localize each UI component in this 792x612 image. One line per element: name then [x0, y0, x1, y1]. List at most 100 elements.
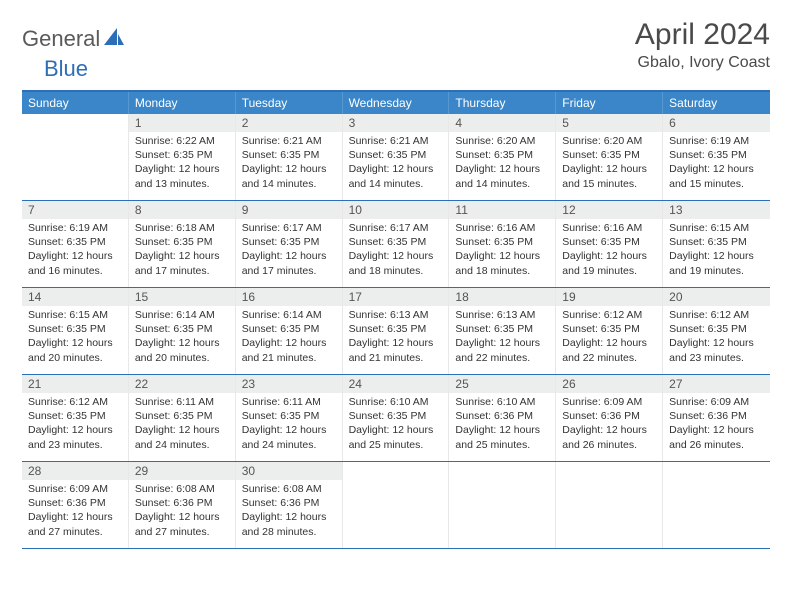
sunset-line: Sunset: 6:35 PM [242, 322, 336, 336]
week-row: 28Sunrise: 6:09 AMSunset: 6:36 PMDayligh… [22, 462, 770, 549]
daylight-line: Daylight: 12 hours and 24 minutes. [135, 423, 229, 451]
sunset-line: Sunset: 6:35 PM [562, 235, 656, 249]
dow-header: Sunday [22, 92, 129, 114]
brand-logo: General [22, 18, 126, 52]
daylight-line: Daylight: 12 hours and 21 minutes. [242, 336, 336, 364]
sunset-line: Sunset: 6:35 PM [669, 148, 764, 162]
title-block: April 2024 Gbalo, Ivory Coast [635, 18, 770, 72]
sunset-line: Sunset: 6:36 PM [242, 496, 336, 510]
sunrise-line: Sunrise: 6:12 AM [669, 308, 764, 322]
day-cell: 7Sunrise: 6:19 AMSunset: 6:35 PMDaylight… [22, 201, 129, 287]
sunset-line: Sunset: 6:35 PM [455, 148, 549, 162]
week-row: 14Sunrise: 6:15 AMSunset: 6:35 PMDayligh… [22, 288, 770, 375]
sunset-line: Sunset: 6:35 PM [669, 322, 764, 336]
dow-header: Monday [129, 92, 236, 114]
day-number: 24 [343, 375, 449, 393]
day-cell: 20 Sunrise: 6:12 AMSunset: 6:35 PMDayligh… [663, 288, 770, 374]
day-cell: 6Sunrise: 6:19 AMSunset: 6:35 PMDaylight… [663, 114, 770, 200]
daylight-line: Daylight: 12 hours and 26 minutes. [669, 423, 764, 451]
day-cell: 28Sunrise: 6:09 AMSunset: 6:36 PMDayligh… [22, 462, 129, 548]
sunset-line: Sunset: 6:35 PM [455, 322, 549, 336]
day-number: 16 [236, 288, 342, 306]
day-data: Sunrise: 6:16 AMSunset: 6:35 PMDaylight:… [449, 219, 555, 282]
day-cell: 21Sunrise: 6:12 AMSunset: 6:35 PMDayligh… [22, 375, 129, 461]
day-data: Sunrise: 6:22 AMSunset: 6:35 PMDaylight:… [129, 132, 235, 195]
day-number: 8 [129, 201, 235, 219]
brand-part2-wrap: Blue [44, 56, 104, 82]
day-cell: 30Sunrise: 6:08 AMSunset: 6:36 PMDayligh… [236, 462, 343, 548]
daylight-line: Daylight: 12 hours and 24 minutes. [242, 423, 336, 451]
brand-part2: Blue [44, 56, 88, 81]
sunset-line: Sunset: 6:35 PM [562, 322, 656, 336]
sunrise-line: Sunrise: 6:14 AM [242, 308, 336, 322]
dow-header: Wednesday [343, 92, 450, 114]
sunrise-line: Sunrise: 6:20 AM [455, 134, 549, 148]
sunrise-line: Sunrise: 6:17 AM [242, 221, 336, 235]
day-number: 17 [343, 288, 449, 306]
day-number: 23 [236, 375, 342, 393]
sunrise-line: Sunrise: 6:10 AM [455, 395, 549, 409]
daylight-line: Daylight: 12 hours and 23 minutes. [28, 423, 122, 451]
day-data: Sunrise: 6:20 AMSunset: 6:35 PMDaylight:… [556, 132, 662, 195]
day-data: Sunrise: 6:21 AMSunset: 6:35 PMDaylight:… [236, 132, 342, 195]
day-number: 21 [22, 375, 128, 393]
day-cell [22, 114, 129, 200]
day-cell [343, 462, 450, 548]
week-row: 1Sunrise: 6:22 AMSunset: 6:35 PMDaylight… [22, 114, 770, 201]
day-data: Sunrise: 6:12 AMSunset: 6:35 PMDaylight:… [22, 393, 128, 456]
daylight-line: Daylight: 12 hours and 15 minutes. [562, 162, 656, 190]
day-number: 29 [129, 462, 235, 480]
day-number: 15 [129, 288, 235, 306]
sunrise-line: Sunrise: 6:11 AM [135, 395, 229, 409]
daylight-line: Daylight: 12 hours and 27 minutes. [28, 510, 122, 538]
dow-header: Tuesday [236, 92, 343, 114]
day-cell: 23Sunrise: 6:11 AMSunset: 6:35 PMDayligh… [236, 375, 343, 461]
location: Gbalo, Ivory Coast [635, 54, 770, 72]
day-data: Sunrise: 6:14 AMSunset: 6:35 PMDaylight:… [129, 306, 235, 369]
sunrise-line: Sunrise: 6:15 AM [669, 221, 764, 235]
day-data: Sunrise: 6:12 AMSunset: 6:35 PMDaylight:… [556, 306, 662, 369]
day-number [449, 462, 555, 480]
sunrise-line: Sunrise: 6:18 AM [135, 221, 229, 235]
header: General April 2024 Gbalo, Ivory Coast [22, 18, 770, 72]
day-cell: 16Sunrise: 6:14 AMSunset: 6:35 PMDayligh… [236, 288, 343, 374]
sunset-line: Sunset: 6:35 PM [28, 409, 122, 423]
daylight-line: Daylight: 12 hours and 26 minutes. [562, 423, 656, 451]
day-cell: 27Sunrise: 6:09 AMSunset: 6:36 PMDayligh… [663, 375, 770, 461]
day-cell: 11Sunrise: 6:16 AMSunset: 6:35 PMDayligh… [449, 201, 556, 287]
daylight-line: Daylight: 12 hours and 19 minutes. [562, 249, 656, 277]
day-cell: 5Sunrise: 6:20 AMSunset: 6:35 PMDaylight… [556, 114, 663, 200]
sunset-line: Sunset: 6:35 PM [135, 409, 229, 423]
sunrise-line: Sunrise: 6:08 AM [242, 482, 336, 496]
weeks-container: 1Sunrise: 6:22 AMSunset: 6:35 PMDaylight… [22, 114, 770, 549]
sunrise-line: Sunrise: 6:20 AM [562, 134, 656, 148]
sunset-line: Sunset: 6:35 PM [669, 235, 764, 249]
daylight-line: Daylight: 12 hours and 17 minutes. [242, 249, 336, 277]
daylight-line: Daylight: 12 hours and 23 minutes. [669, 336, 764, 364]
day-number: 22 [129, 375, 235, 393]
day-number: 9 [236, 201, 342, 219]
day-cell: 2Sunrise: 6:21 AMSunset: 6:35 PMDaylight… [236, 114, 343, 200]
dow-header: Friday [556, 92, 663, 114]
day-number: 6 [663, 114, 770, 132]
day-number: 14 [22, 288, 128, 306]
day-number: 4 [449, 114, 555, 132]
dow-header: Saturday [663, 92, 770, 114]
day-cell: 22 Sunrise: 6:11 AMSunset: 6:35 PMDayligh… [129, 375, 236, 461]
daylight-line: Daylight: 12 hours and 15 minutes. [669, 162, 764, 190]
daylight-line: Daylight: 12 hours and 22 minutes. [562, 336, 656, 364]
day-cell [449, 462, 556, 548]
week-row: 7Sunrise: 6:19 AMSunset: 6:35 PMDaylight… [22, 201, 770, 288]
sunrise-line: Sunrise: 6:22 AM [135, 134, 229, 148]
sunrise-line: Sunrise: 6:21 AM [242, 134, 336, 148]
day-number: 18 [449, 288, 555, 306]
sunset-line: Sunset: 6:36 PM [135, 496, 229, 510]
day-number: 20 [663, 288, 770, 306]
daylight-line: Daylight: 12 hours and 14 minutes. [242, 162, 336, 190]
day-data: Sunrise: 6:14 AMSunset: 6:35 PMDaylight:… [236, 306, 342, 369]
daylight-line: Daylight: 12 hours and 16 minutes. [28, 249, 122, 277]
daylight-line: Daylight: 12 hours and 22 minutes. [455, 336, 549, 364]
daylight-line: Daylight: 12 hours and 19 minutes. [669, 249, 764, 277]
day-cell: 17Sunrise: 6:13 AMSunset: 6:35 PMDayligh… [343, 288, 450, 374]
day-data: Sunrise: 6:08 AMSunset: 6:36 PMDaylight:… [129, 480, 235, 543]
